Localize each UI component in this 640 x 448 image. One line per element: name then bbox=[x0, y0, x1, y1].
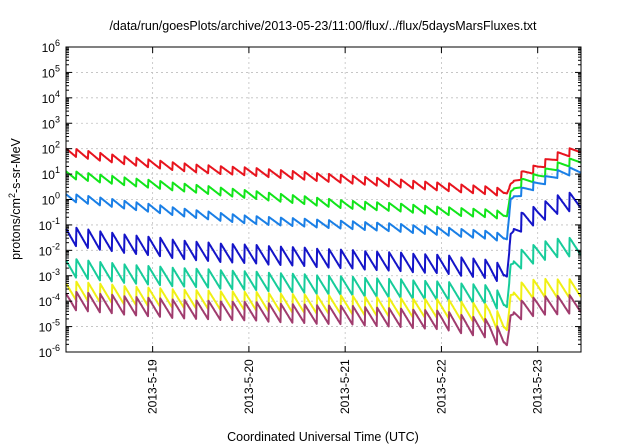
series-line-6 bbox=[65, 277, 582, 331]
series-layer bbox=[65, 147, 582, 347]
y-ticks: 10-6 10-5 10-4 10-3 10-2 10-1 100 101 102 103 104 1… bbox=[39, 38, 581, 360]
x-tick-label: 2013-5-22 bbox=[434, 359, 448, 414]
x-tick-label: 2013-5-19 bbox=[146, 359, 160, 414]
series-line-2 bbox=[65, 157, 582, 220]
x-tick-label: 2013-5-20 bbox=[242, 359, 256, 414]
y-axis-label-base: protons/cm bbox=[9, 198, 23, 260]
y-axis-label-sup: 2 bbox=[7, 193, 17, 198]
y-grid bbox=[66, 72, 581, 327]
series-line-3 bbox=[65, 166, 582, 242]
x-tick-label: 2013-5-21 bbox=[338, 359, 352, 414]
y-tick-label: 105 bbox=[42, 63, 60, 80]
x-ticks: 2013-5-19 2013-5-20 2013-5-21 2013-5-22 2013… bbox=[146, 47, 545, 414]
y-axis-label-rest: -s-sr-MeV bbox=[9, 137, 23, 193]
y-tick-label: 10-6 bbox=[39, 343, 60, 360]
y-tick-label: 10-4 bbox=[39, 292, 60, 309]
series-line-1 bbox=[65, 147, 582, 197]
x-grid bbox=[152, 47, 539, 352]
y-tick-label: 102 bbox=[42, 140, 60, 157]
y-axis-label: protons/cm2-s-sr-MeV bbox=[7, 137, 23, 259]
x-axis-label: Coordinated Universal Time (UTC) bbox=[227, 430, 419, 444]
series-line-5 bbox=[65, 236, 582, 310]
series-line-7 bbox=[65, 290, 582, 347]
series-line-4 bbox=[65, 191, 582, 282]
y-tick-label: 10-2 bbox=[39, 241, 60, 258]
y-tick-label: 10-3 bbox=[39, 267, 60, 284]
y-tick-label: 101 bbox=[42, 165, 60, 182]
y-tick-label: 10-5 bbox=[39, 318, 60, 335]
x-tick-label: 2013-5-23 bbox=[531, 359, 545, 414]
y-tick-label: 103 bbox=[42, 114, 60, 131]
y-tick-label: 106 bbox=[42, 38, 60, 55]
y-tick-label: 104 bbox=[42, 89, 60, 106]
y-tick-label: 10-1 bbox=[39, 216, 60, 233]
y-tick-label: 100 bbox=[42, 191, 60, 208]
chart-title: /data/run/goesPlots/archive/2013-05-23/1… bbox=[109, 19, 537, 33]
